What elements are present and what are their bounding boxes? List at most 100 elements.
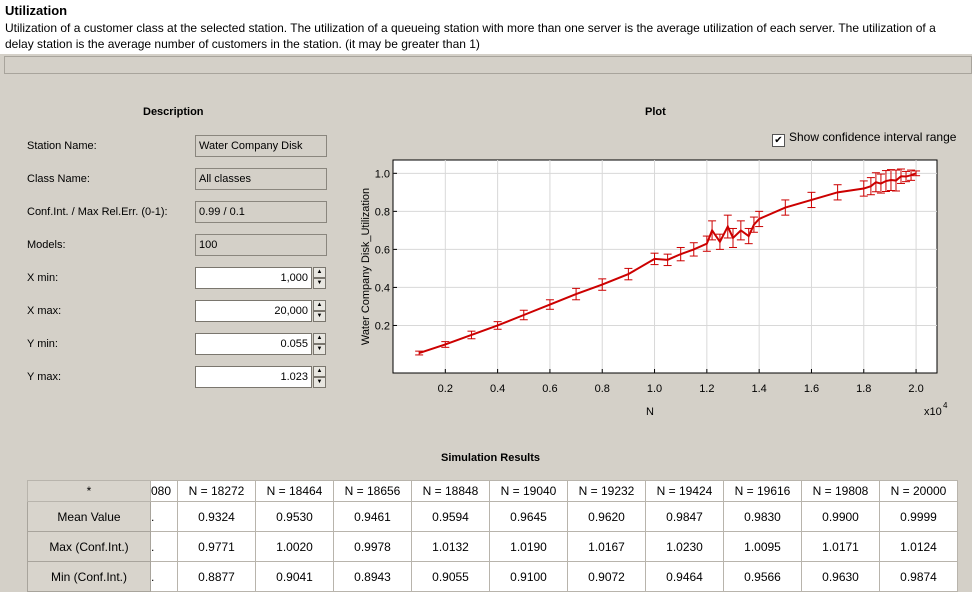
table-cell: 1.0020: [255, 531, 334, 562]
column-header[interactable]: N = 18848: [411, 480, 490, 502]
x-tick-label: 0.4: [490, 383, 505, 395]
x-tick-label: 2.0: [908, 383, 923, 395]
table-cell: 0.9594: [411, 501, 490, 532]
y-min-input[interactable]: [195, 333, 312, 355]
y-min-down-icon[interactable]: ▼: [313, 344, 326, 355]
table-cell: 0.9566: [723, 561, 802, 592]
column-header[interactable]: N = 19232: [567, 480, 646, 502]
conf-int-label: Conf.Int. / Max Rel.Err. (0-1):: [27, 206, 168, 218]
y-min-label: Y min:: [27, 338, 58, 350]
table-row: Mean Value. 0.9324 0.9530 0.9461 0.9594 0.964…: [27, 501, 958, 532]
x-tick-label: 1.8: [856, 383, 871, 395]
x-tick-label: 0.8: [595, 383, 610, 395]
table-cell: 1.0230: [645, 531, 724, 562]
x-tick-label: 0.6: [542, 383, 557, 395]
y-min-up-icon[interactable]: ▲: [313, 333, 326, 344]
show-ci-checkbox[interactable]: ✔ Show confidence interval range: [772, 130, 956, 147]
y-tick-label: 0.4: [375, 282, 390, 294]
x-min-input[interactable]: [195, 267, 312, 289]
column-header[interactable]: N = 19040: [489, 480, 568, 502]
table-cell: 0.9100: [489, 561, 568, 592]
table-cell: 0.9999: [879, 501, 958, 532]
x-tick-label: 0.2: [438, 383, 453, 395]
column-header[interactable]: N = 20000: [879, 480, 958, 502]
models-field: 100: [195, 234, 327, 256]
table-cell: 0.9055: [411, 561, 490, 592]
column-header[interactable]: N = 19808: [801, 480, 880, 502]
y-tick-label: 0.6: [375, 244, 390, 256]
x-tick-label: 1.0: [647, 383, 662, 395]
partial-cell: .: [150, 531, 178, 562]
partial-cell: .: [150, 561, 178, 592]
y-max-spinner: ▲▼: [195, 366, 327, 388]
results-title: Simulation Results: [441, 452, 541, 464]
table-cell: 0.9645: [489, 501, 568, 532]
x-tick-label: 1.4: [752, 383, 767, 395]
models-label: Models:: [27, 239, 66, 251]
x-max-input[interactable]: [195, 300, 312, 322]
station-name-label: Station Name:: [27, 140, 97, 152]
x-multiplier-label: x10: [924, 406, 942, 418]
table-row: Min (Conf.Int.). 0.8877 0.9041 0.8943 0.9055…: [27, 561, 958, 592]
table-cell: 1.0167: [567, 531, 646, 562]
table-cell: 1.0124: [879, 531, 958, 562]
column-header[interactable]: N = 19616: [723, 480, 802, 502]
series-line: [418, 172, 917, 354]
column-header[interactable]: N = 18656: [333, 480, 412, 502]
page-description: Utilization of a customer class at the s…: [5, 21, 936, 51]
row-header: Max (Conf.Int.): [27, 531, 151, 562]
station-name-field: Water Company Disk: [195, 135, 327, 157]
table-cell: 0.9874: [879, 561, 958, 592]
table-cell: 0.9830: [723, 501, 802, 532]
x-tick-label: 1.6: [804, 383, 819, 395]
y-max-up-icon[interactable]: ▲: [313, 366, 326, 377]
table-cell: 0.9847: [645, 501, 724, 532]
row-header: Min (Conf.Int.): [27, 561, 151, 592]
description-title: Description: [143, 106, 204, 118]
y-tick-label: 0.8: [375, 206, 390, 218]
class-name-label: Class Name:: [27, 173, 90, 185]
show-ci-label: Show confidence interval range: [789, 130, 957, 144]
table-cell: 0.9630: [801, 561, 880, 592]
x-min-up-icon[interactable]: ▲: [313, 267, 326, 278]
table-cell: 0.8943: [333, 561, 412, 592]
y-max-down-icon[interactable]: ▼: [313, 377, 326, 388]
table-cell: 1.0132: [411, 531, 490, 562]
table-cell: 0.9072: [567, 561, 646, 592]
utilization-chart: 0.2 0.4 0.6 0.8 1.0 1.2 1.4 1.6 1.8 2.0 0.2 0.4 0.6 0…: [360, 159, 948, 418]
x-axis-label: N: [646, 406, 654, 418]
x-multiplier-exponent: 4: [943, 401, 948, 410]
corner-header: *: [27, 480, 151, 502]
class-name-field: All classes: [195, 168, 327, 190]
x-min-label: X min:: [27, 272, 59, 284]
y-axis-label: Water Company Disk_Utilization: [360, 188, 372, 345]
plot-title: Plot: [645, 106, 666, 118]
row-header: Mean Value: [27, 501, 151, 532]
table-row: Max (Conf.Int.). 0.9771 1.0020 0.9978 1.0132…: [27, 531, 958, 562]
column-header[interactable]: N = 18464: [255, 480, 334, 502]
table-cell: 0.9900: [801, 501, 880, 532]
column-header[interactable]: N = 18272: [177, 480, 256, 502]
x-min-spinner: ▲▼: [195, 267, 327, 289]
conf-int-field: 0.99 / 0.1: [195, 201, 327, 223]
x-min-down-icon[interactable]: ▼: [313, 278, 326, 289]
page-title: Utilization: [5, 3, 68, 18]
x-max-down-icon[interactable]: ▼: [313, 311, 326, 322]
table-cell: 0.9771: [177, 531, 256, 562]
table-cell: 0.9620: [567, 501, 646, 532]
table-cell: 0.9324: [177, 501, 256, 532]
y-max-input[interactable]: [195, 366, 312, 388]
plot-area: [392, 159, 938, 374]
results-table: * 080 N = 18272 N = 18464 N = 18656 N = 18848…: [27, 480, 958, 592]
table-cell: 1.0190: [489, 531, 568, 562]
table-cell: 0.9041: [255, 561, 334, 592]
x-tick-label: 1.2: [699, 383, 714, 395]
header-panel: Utilization Utilization of a customer cl…: [0, 0, 972, 54]
y-tick-label: 1.0: [375, 168, 390, 180]
table-cell: 1.0171: [801, 531, 880, 562]
x-max-up-icon[interactable]: ▲: [313, 300, 326, 311]
checkmark-icon[interactable]: ✔: [772, 134, 785, 147]
y-max-label: Y max:: [27, 371, 62, 383]
column-header[interactable]: N = 19424: [645, 480, 724, 502]
y-min-spinner: ▲▼: [195, 333, 327, 355]
